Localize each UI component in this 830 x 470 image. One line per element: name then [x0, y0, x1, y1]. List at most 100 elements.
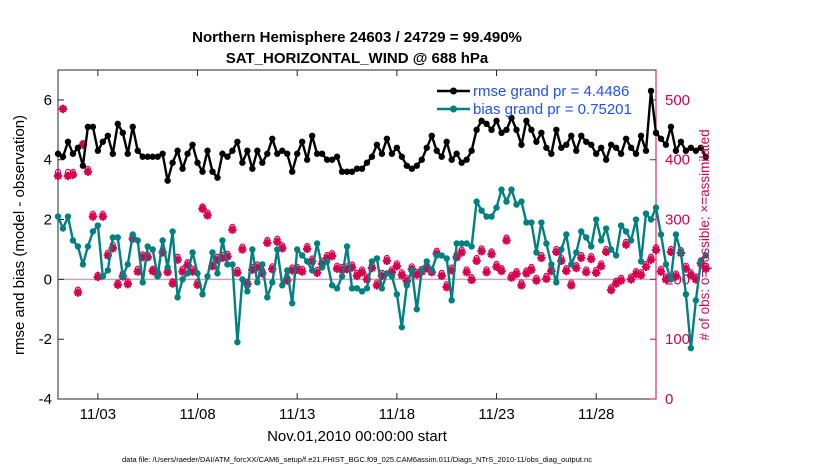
bias-point	[119, 273, 126, 280]
bias-point	[89, 228, 97, 235]
bias-point	[254, 279, 261, 286]
bias-point	[224, 261, 231, 268]
bias-point	[533, 249, 540, 256]
y-tick-label: 2	[44, 212, 52, 229]
obs-possible-point	[662, 273, 669, 280]
plot-frame	[57, 69, 657, 400]
bias-point	[59, 225, 67, 232]
rmse-point	[224, 153, 231, 160]
bias-point	[463, 240, 470, 247]
rmse-point	[588, 141, 595, 148]
bias-point	[294, 246, 301, 253]
obs-possible-point	[533, 274, 540, 281]
bias-point	[358, 288, 366, 295]
rmse-point	[523, 117, 530, 125]
bias-point	[583, 234, 590, 241]
bias-point	[428, 267, 435, 274]
bias-point	[84, 243, 92, 250]
obs-possible-point	[503, 234, 510, 241]
bias-point	[677, 249, 685, 256]
obs-possible-point	[523, 267, 530, 274]
obs-possible-point	[84, 165, 91, 172]
rmse-point	[692, 147, 700, 154]
bias-point	[702, 252, 710, 259]
bias-point	[538, 219, 545, 226]
rmse-point	[368, 153, 376, 160]
bias-point	[114, 234, 122, 241]
y2-tick-label: 500	[665, 92, 690, 109]
bias-point	[528, 219, 535, 226]
legend-rmse-marker	[450, 87, 457, 95]
obs-possible-point	[478, 245, 485, 252]
bias-point	[348, 285, 356, 292]
rmse-point	[184, 150, 191, 157]
bias-point	[229, 261, 236, 268]
rmse-point	[338, 168, 346, 175]
rmse-point	[593, 150, 600, 157]
obs-possible-point	[518, 279, 525, 286]
rmse-point	[548, 150, 555, 157]
rmse-point	[174, 147, 181, 154]
bias-point	[687, 344, 695, 352]
bias-point	[458, 240, 465, 247]
bias-point	[453, 240, 460, 247]
bias-point	[423, 258, 430, 265]
obs-possible-point	[568, 279, 575, 286]
obs-assimilated-point	[53, 171, 63, 181]
obs-possible-point	[393, 260, 400, 267]
obs-possible-point	[483, 266, 490, 273]
bias-point	[573, 249, 580, 256]
y-tick-label: 6	[44, 92, 52, 109]
bias-point	[164, 264, 171, 271]
rmse-point	[244, 147, 251, 154]
bias-point	[568, 261, 575, 268]
obs-possible-point	[329, 250, 336, 257]
bias-point	[264, 294, 271, 301]
obs-possible-point	[59, 105, 66, 112]
rmse-point	[104, 132, 112, 139]
bias-point	[209, 249, 216, 256]
obs-possible-point	[588, 253, 595, 260]
rmse-point	[458, 159, 465, 166]
y-tick-label: -4	[39, 391, 52, 408]
bias-point	[284, 267, 291, 274]
rmse-point	[303, 156, 311, 163]
rmse-point	[59, 153, 67, 160]
rmse-point	[518, 141, 525, 148]
rmse-point	[423, 144, 430, 151]
rmse-point	[538, 129, 545, 137]
bias-point	[647, 216, 655, 223]
bias-point	[149, 246, 156, 253]
obs-possible-point	[324, 251, 331, 258]
rmse-point	[647, 87, 655, 95]
obs-possible-point	[69, 168, 76, 175]
bias-point	[443, 255, 450, 262]
rmse-point	[697, 144, 705, 151]
bias-point	[174, 294, 181, 301]
bias-point	[169, 228, 176, 235]
bias-point	[244, 288, 251, 295]
bias-point	[109, 234, 117, 241]
legend-bias-marker	[450, 105, 457, 113]
obs-possible-point	[583, 266, 590, 273]
x-tick-label: 11/28	[578, 406, 614, 423]
rmse-point	[513, 126, 520, 134]
bias-point	[632, 216, 640, 223]
obs-possible-point	[618, 274, 625, 281]
bias-point	[483, 213, 490, 220]
rmse-point	[508, 114, 515, 122]
x-tick-label: 11/18	[379, 406, 415, 423]
rmse-point	[632, 150, 640, 157]
rmse-point	[662, 141, 670, 148]
obs-possible-point	[279, 242, 286, 249]
rmse-point	[478, 117, 485, 125]
rmse-point	[348, 168, 356, 175]
bias-point	[204, 273, 211, 280]
rmse-point	[468, 147, 475, 154]
obs-possible-point	[398, 269, 405, 276]
bias-point	[518, 198, 525, 205]
rmse-point	[64, 138, 72, 145]
bias-point	[657, 231, 665, 238]
rmse-point	[323, 156, 331, 163]
rmse-point	[533, 138, 540, 145]
